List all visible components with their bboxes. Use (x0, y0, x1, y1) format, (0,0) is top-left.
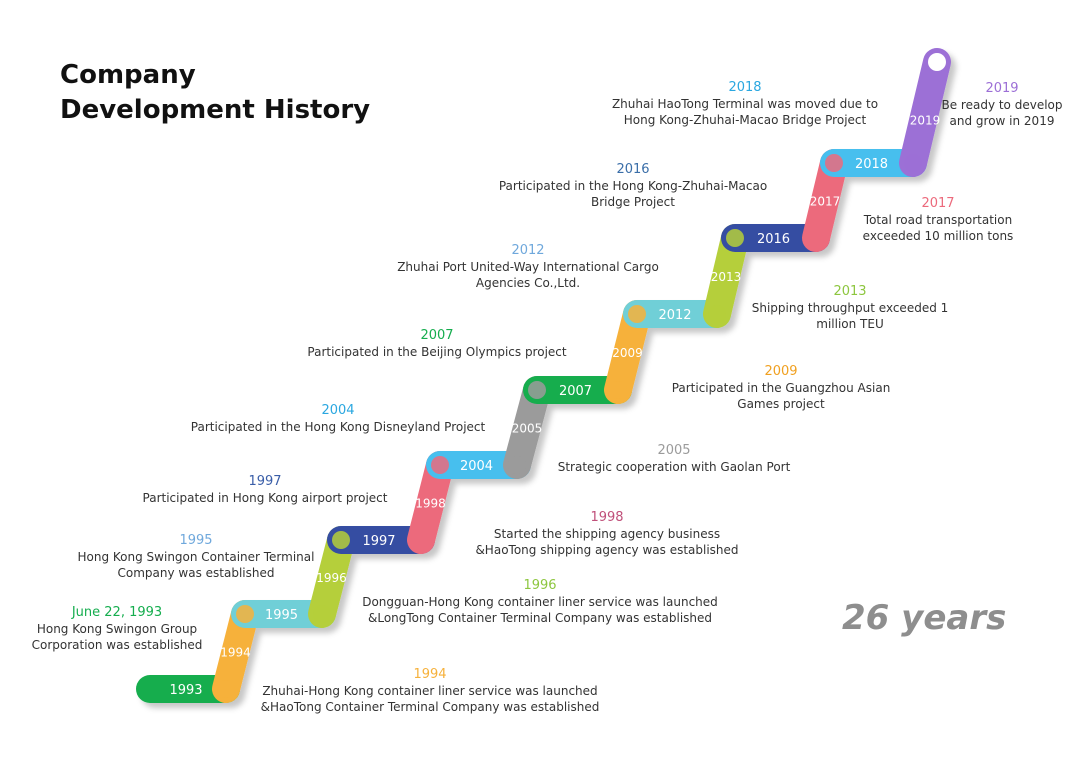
event-2004: 2004 Participated in the Hong Kong Disne… (180, 402, 496, 435)
event-date: 2007 (420, 328, 454, 343)
event-text: Participated in the Beijing Olympics pro… (307, 345, 567, 359)
event-2017: 2017 Total road transportation exceeded … (852, 195, 1024, 244)
step-year-label: 1998 (415, 497, 446, 511)
joint-dot (628, 305, 646, 323)
event-text: Started the shipping agency business &Ha… (475, 527, 739, 557)
event-1996: 1996 Dongguan-Hong Kong container liner … (355, 577, 725, 626)
event-text: Total road transportation exceeded 10 mi… (862, 213, 1014, 243)
event-date: 2004 (321, 403, 355, 418)
step-2019 (899, 48, 951, 177)
event-text: Participated in the Hong Kong-Zhuhai-Mac… (498, 179, 768, 209)
event-date: 1994 (413, 667, 447, 682)
event-date: 1996 (523, 578, 557, 593)
event-2007: 2007 Participated in the Beijing Olympic… (298, 327, 576, 360)
step-year-label: 2013 (711, 270, 742, 284)
joint-dot (313, 605, 331, 623)
page-title-line-2: Development History (60, 95, 371, 125)
joint-dot (807, 229, 825, 247)
joint-dot (708, 305, 726, 323)
event-date: 2016 (616, 162, 650, 177)
event-date: 1995 (179, 533, 213, 548)
step-year-label: 1996 (316, 571, 347, 585)
event-2019: 2019 Be ready to develop and grow in 201… (936, 80, 1068, 129)
event-2005: 2005 Strategic cooperation with Gaolan P… (545, 442, 803, 475)
event-text: Strategic cooperation with Gaolan Port (557, 460, 791, 474)
event-date: 2009 (764, 364, 798, 379)
step-year-label: 2009 (612, 346, 643, 360)
joint-dot (217, 680, 235, 698)
step-year-label: 2012 (658, 308, 691, 323)
event-2012: 2012 Zhuhai Port United-Way Internationa… (382, 242, 674, 291)
step-year-label: 2007 (559, 384, 592, 399)
page-title: Company Development History (60, 58, 370, 128)
event-text: Be ready to develop and grow in 2019 (941, 98, 1063, 128)
joint-dot (726, 229, 744, 247)
page-title-line-1: Company (60, 60, 196, 90)
joint-dot (528, 381, 546, 399)
step-year-label: 2018 (855, 157, 888, 172)
timeline-end-cap (928, 53, 946, 71)
event-text: Shipping throughput exceeded 1 million T… (751, 301, 949, 331)
event-text: Hong Kong Swingon Group Corporation was … (31, 622, 203, 652)
event-1997: 1997 Participated in Hong Kong airport p… (130, 473, 400, 506)
event-1993: June 22, 1993 Hong Kong Swingon Group Co… (22, 604, 212, 653)
event-2009: 2009 Participated in the Guangzhou Asian… (660, 363, 902, 412)
step-year-label: 2019 (910, 114, 941, 128)
joint-dot (609, 381, 627, 399)
joint-dot (508, 456, 526, 474)
joint-dot (236, 605, 254, 623)
event-text: Participated in Hong Kong airport projec… (142, 491, 388, 505)
event-2016: 2016 Participated in the Hong Kong-Zhuha… (486, 161, 780, 210)
event-text: Participated in the Guangzhou Asian Game… (671, 381, 891, 411)
event-date: 2012 (511, 243, 545, 258)
event-text: Dongguan-Hong Kong container liner servi… (362, 595, 718, 625)
step-year-label: 2017 (810, 195, 841, 209)
event-date: 2013 (833, 284, 867, 299)
event-text: Zhuhai HaoTong Terminal was moved due to… (611, 97, 879, 127)
event-date: 1998 (590, 510, 624, 525)
step-year-label: 2005 (512, 422, 543, 436)
step-year-label: 2016 (757, 232, 790, 247)
event-1998: 1998 Started the shipping agency busines… (462, 509, 752, 558)
step-year-label: 2004 (460, 459, 493, 474)
event-text: Zhuhai Port United-Way International Car… (397, 260, 659, 290)
event-2018: 2018 Zhuhai HaoTong Terminal was moved d… (600, 79, 890, 128)
event-text: Zhuhai-Hong Kong container liner service… (260, 684, 600, 714)
joint-dot (825, 154, 843, 172)
step-year-label: 1993 (169, 683, 202, 698)
years-summary: 26 years (842, 598, 1007, 638)
event-date: 2019 (985, 81, 1019, 96)
joint-dot (332, 531, 350, 549)
event-date: 1997 (248, 474, 282, 489)
event-text: Hong Kong Swingon Container Terminal Com… (77, 550, 315, 580)
joint-dot (431, 456, 449, 474)
step-year-label: 1995 (265, 608, 298, 623)
event-1994: 1994 Zhuhai-Hong Kong container liner se… (250, 666, 610, 715)
joint-dot (412, 531, 430, 549)
event-date: 2017 (921, 196, 955, 211)
event-text: Participated in the Hong Kong Disneyland… (190, 420, 486, 434)
event-1995: 1995 Hong Kong Swingon Container Termina… (66, 532, 326, 581)
step-year-label: 1997 (362, 534, 395, 549)
event-date: June 22, 1993 (71, 605, 163, 620)
event-date: 2005 (657, 443, 691, 458)
event-2013: 2013 Shipping throughput exceeded 1 mill… (748, 283, 952, 332)
step-year-label: 1994 (220, 646, 251, 660)
joint-dot (904, 154, 922, 172)
event-date: 2018 (728, 80, 762, 95)
